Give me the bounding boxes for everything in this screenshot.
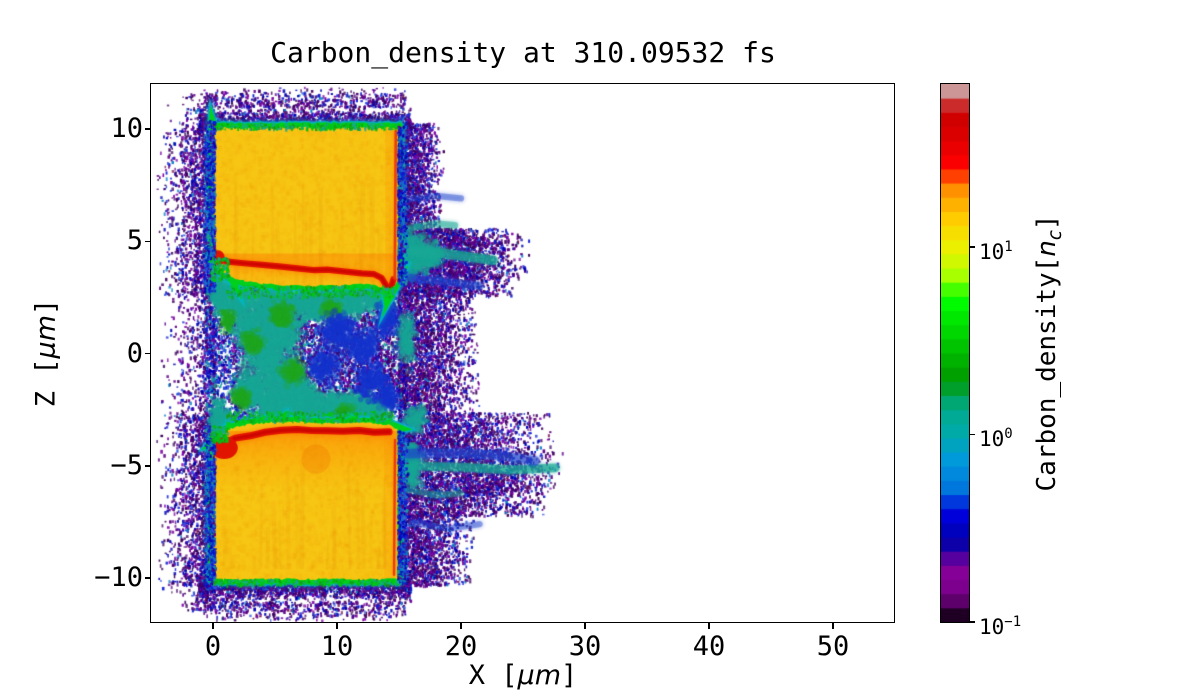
x-tick-label: 50 [816, 631, 850, 662]
colorbar-tick-mark [969, 621, 975, 623]
x-axis-label: X [μm] [468, 660, 578, 691]
plot-title: Carbon_density at 310.09532 fs [270, 36, 776, 69]
y-tick-label: 10 [110, 112, 143, 144]
colorbar-tick-mark [969, 246, 975, 248]
y-tick-label: −10 [94, 562, 143, 594]
colorbar [941, 84, 969, 622]
y-tick-mark [145, 352, 151, 355]
colorbar-tick-mark [969, 433, 975, 436]
y-tick-mark [145, 128, 151, 130]
colorbar-tick-label: 101 [979, 238, 1013, 264]
y-tick-label: 0 [126, 337, 143, 369]
colorbar-tick-label: 100 [979, 426, 1013, 452]
y-tick-label: −5 [110, 449, 143, 481]
colorbar-label: Carbon_density[nc] [1031, 214, 1067, 492]
y-tick-mark [145, 240, 151, 242]
x-tick-label: 10 [320, 631, 354, 662]
y-tick-mark [145, 465, 151, 467]
x-tick-label: 40 [692, 631, 726, 662]
y-tick-mark [145, 577, 151, 579]
y-tick-label: 5 [126, 225, 143, 257]
x-tick-mark [832, 623, 834, 629]
x-tick-label: 0 [204, 631, 222, 662]
x-tick-label: 20 [444, 631, 478, 662]
x-tick-mark [212, 623, 214, 629]
x-tick-mark [584, 623, 586, 629]
x-tick-mark [336, 623, 338, 629]
colorbar-tick-label: 10−1 [979, 614, 1022, 639]
x-tick-mark [708, 623, 710, 629]
y-axis-label: Z [μm] [30, 298, 62, 408]
x-tick-mark [460, 623, 462, 629]
x-tick-label: 30 [568, 631, 602, 662]
density-map-canvas [151, 84, 895, 623]
